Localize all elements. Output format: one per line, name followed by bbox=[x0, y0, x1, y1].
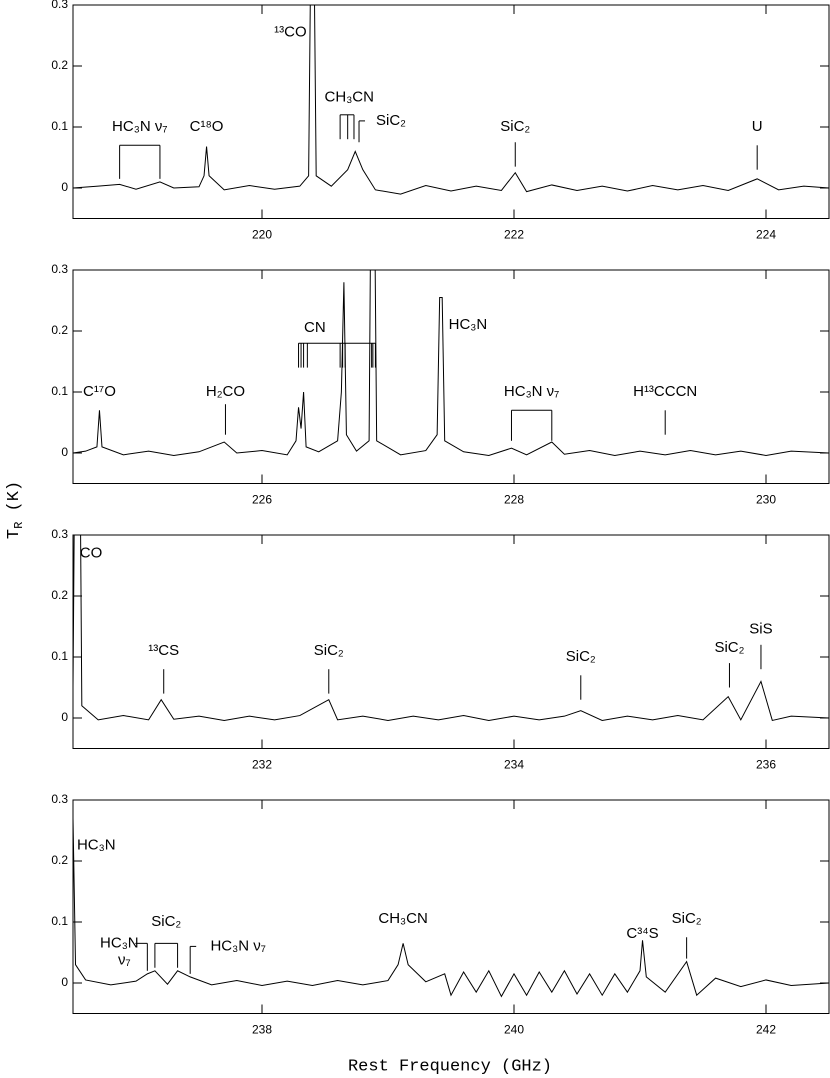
annotation-label: HC₃N ν₇ bbox=[112, 118, 167, 135]
x-tick-label: 238 bbox=[252, 1023, 272, 1037]
y-label-main: T bbox=[5, 529, 24, 539]
annotation-label: ν₇ bbox=[118, 951, 131, 968]
annotation-label: HC₃N bbox=[449, 316, 488, 333]
x-tick-label: 234 bbox=[504, 758, 524, 772]
annotation-label: SiC₂ bbox=[151, 913, 181, 930]
annotation-label: ¹³CO bbox=[274, 23, 307, 40]
x-tick-label: 222 bbox=[504, 228, 524, 242]
y-tick-label: 0.2 bbox=[51, 588, 68, 602]
x-tick-label: 224 bbox=[756, 228, 776, 242]
annotation-label: CN bbox=[304, 319, 326, 336]
x-tick-label: 242 bbox=[756, 1023, 776, 1037]
y-tick-label: 0.2 bbox=[51, 323, 68, 337]
annotation-label: C¹⁸O bbox=[190, 118, 224, 135]
annotation-label: SiC₂ bbox=[672, 910, 702, 927]
annotation-label: HC₃N ν₇ bbox=[504, 383, 559, 400]
annotation-label: SiS bbox=[749, 621, 772, 638]
y-tick-label: 0.3 bbox=[51, 792, 68, 806]
y-tick-label: 0 bbox=[61, 445, 68, 459]
spectrum bbox=[73, 535, 829, 722]
y-tick-label: 0.1 bbox=[51, 119, 68, 133]
spectrum bbox=[73, 818, 829, 998]
x-tick-label: 220 bbox=[252, 228, 272, 242]
y-label-unit: (K) bbox=[5, 481, 24, 512]
plot-frame bbox=[72, 4, 830, 219]
annotation-label: HC₃N ν₇ bbox=[210, 937, 265, 954]
annotation-label: CH₃CN bbox=[325, 89, 374, 106]
y-tick-label: 0.1 bbox=[51, 649, 68, 663]
x-tick-label: 232 bbox=[252, 758, 272, 772]
x-axis-label: Rest Frequency (GHz) bbox=[348, 1057, 552, 1076]
spectrum bbox=[73, 270, 829, 456]
y-tick-label: 0.2 bbox=[51, 853, 68, 867]
x-tick-label: 228 bbox=[504, 493, 524, 507]
x-tick-label: 226 bbox=[252, 493, 272, 507]
plot-frame bbox=[72, 269, 830, 484]
annotation-label: SiC₂ bbox=[314, 642, 344, 659]
annotation-label: CH₃CN bbox=[378, 910, 427, 927]
y-tick-label: 0 bbox=[61, 710, 68, 724]
annotation-label: ¹³CS bbox=[148, 642, 179, 659]
x-tick-label: 236 bbox=[756, 758, 776, 772]
annotation-label: H₂CO bbox=[206, 383, 245, 400]
y-tick-label: 0.3 bbox=[51, 0, 68, 11]
annotation-label: C¹⁷O bbox=[83, 383, 116, 400]
y-tick-label: 0.1 bbox=[51, 914, 68, 928]
annotation-label: HC₃N bbox=[77, 837, 116, 854]
x-tick-label: 240 bbox=[504, 1023, 524, 1037]
annotation-label: SiC₂ bbox=[566, 648, 596, 665]
annotation-label: U bbox=[752, 118, 763, 135]
x-tick-label: 230 bbox=[756, 493, 776, 507]
annotation-label: SiC₂ bbox=[714, 639, 744, 656]
spectrum bbox=[73, 5, 829, 195]
annotation-label: H¹³CCCN bbox=[633, 383, 697, 400]
annotation-label: SiC₂ bbox=[500, 118, 530, 135]
annotation-label: CO bbox=[80, 544, 103, 561]
y-tick-label: 0.3 bbox=[51, 527, 68, 541]
y-axis-label: TR (K) bbox=[5, 481, 26, 539]
y-tick-label: 0.1 bbox=[51, 384, 68, 398]
plot-frame bbox=[72, 799, 830, 1014]
y-tick-label: 0.3 bbox=[51, 262, 68, 276]
y-tick-label: 0.2 bbox=[51, 58, 68, 72]
annotation-label: C³⁴S bbox=[626, 925, 658, 942]
annotation-label: SiC₂ bbox=[376, 112, 406, 129]
y-label-sub: R bbox=[12, 522, 26, 529]
y-tick-label: 0 bbox=[61, 180, 68, 194]
annotation-label: HC₃N bbox=[100, 934, 139, 951]
y-tick-label: 0 bbox=[61, 975, 68, 989]
